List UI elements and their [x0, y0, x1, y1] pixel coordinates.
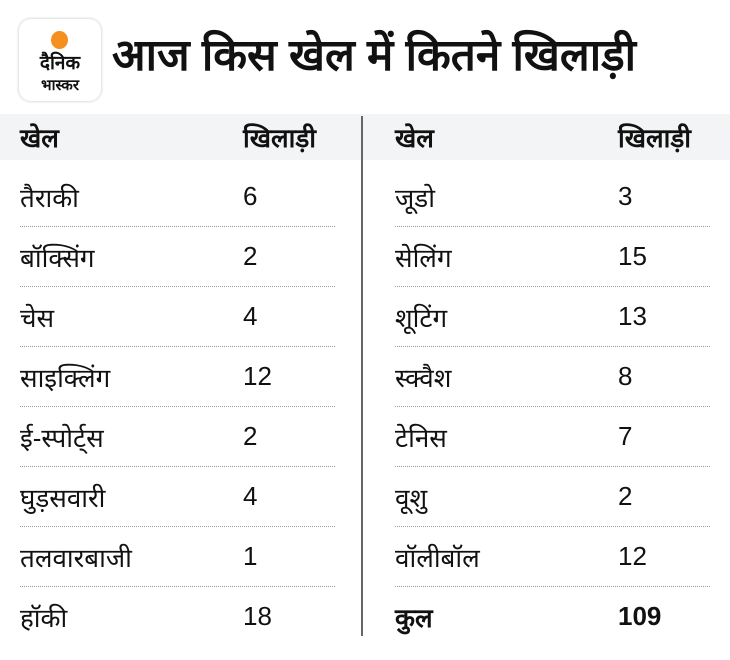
logo-line2: भास्कर	[41, 77, 79, 94]
table-row: हॉकी 18	[20, 587, 335, 646]
player-count: 12	[618, 541, 647, 571]
player-count: 12	[243, 361, 272, 391]
table-row: साइक्लिंग 12	[20, 347, 335, 407]
sport-name: ई-स्पोर्ट्स	[20, 422, 104, 453]
player-count: 2	[243, 421, 258, 451]
player-count: 4	[243, 301, 258, 331]
logo-line1: दैनिक	[39, 53, 81, 74]
table-row: जूडो 3	[395, 167, 710, 227]
sport-name: सेलिंग	[395, 242, 452, 273]
sport-name: बॉक्सिंग	[20, 242, 95, 273]
table-row: वॉलीबॉल 12	[395, 527, 710, 587]
sport-name: शूटिंग	[395, 302, 448, 333]
right-table: खेल खिलाड़ी जूडो 3 सेलिंग 15 शूटिंग 13 स्क्वैश…	[395, 114, 710, 646]
header-sport: खेल	[20, 123, 59, 153]
player-count: 2	[243, 241, 258, 271]
table-row: ई-स्पोर्ट्स 2	[20, 407, 335, 467]
sport-name: तलवारबाजी	[20, 542, 132, 573]
sport-name: चेस	[20, 302, 55, 333]
player-count: 4	[243, 481, 258, 511]
table-row: तलवारबाजी 1	[20, 527, 335, 587]
sport-name: हॉकी	[20, 602, 68, 633]
header-players: खिलाड़ी	[243, 123, 317, 153]
table-row: शूटिंग 13	[395, 287, 710, 347]
sport-name: तैराकी	[20, 182, 79, 213]
table-row: टेनिस 7	[395, 407, 710, 467]
header-players: खिलाड़ी	[618, 123, 692, 153]
player-count: 7	[618, 421, 633, 451]
table-header: खेल खिलाड़ी	[20, 114, 335, 160]
table-row: चेस 4	[20, 287, 335, 347]
player-count: 109	[618, 601, 662, 631]
total-row: कुल 109	[395, 587, 710, 646]
left-table: खेल खिलाड़ी तैराकी 6 बॉक्सिंग 2 चेस 4 साइक्लिं…	[20, 114, 335, 646]
table-header: खेल खिलाड़ी	[395, 114, 710, 160]
sport-name: जूडो	[395, 182, 435, 213]
page-title: आज किस खेल में कितने खिलाड़ी	[112, 31, 637, 80]
sport-name: वूशु	[395, 482, 428, 513]
sun-icon	[51, 31, 68, 49]
player-count: 15	[618, 241, 647, 271]
table-row: सेलिंग 15	[395, 227, 710, 287]
sport-name: साइक्लिंग	[20, 362, 111, 393]
player-count: 8	[618, 361, 633, 391]
column-divider	[361, 116, 363, 636]
sport-name: स्क्वैश	[395, 362, 452, 393]
player-count: 6	[243, 181, 258, 211]
table-row: स्क्वैश 8	[395, 347, 710, 407]
sport-name: कुल	[395, 602, 433, 633]
player-count: 2	[618, 481, 633, 511]
table-header-bar	[0, 114, 730, 160]
sport-name: घुड़सवारी	[20, 482, 106, 513]
table-row: वूशु 2	[395, 467, 710, 527]
player-count: 18	[243, 601, 272, 631]
header-sport: खेल	[395, 123, 434, 153]
table-row: तैराकी 6	[20, 167, 335, 227]
sport-name: टेनिस	[395, 422, 447, 453]
player-count: 13	[618, 301, 647, 331]
dainik-bhaskar-logo: दैनिक भास्कर	[19, 19, 101, 101]
table-row: घुड़सवारी 4	[20, 467, 335, 527]
sport-name: वॉलीबॉल	[395, 542, 480, 573]
player-count: 1	[243, 541, 258, 571]
player-count: 3	[618, 181, 633, 211]
table-row: बॉक्सिंग 2	[20, 227, 335, 287]
